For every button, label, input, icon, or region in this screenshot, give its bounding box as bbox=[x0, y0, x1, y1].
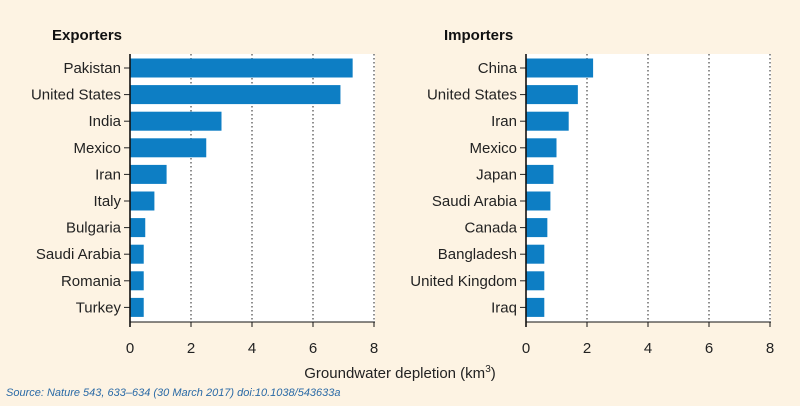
x-tick-label-4: 8 bbox=[766, 340, 774, 357]
category-label-4: Japan bbox=[476, 166, 517, 183]
bar-9 bbox=[526, 297, 545, 317]
bar-8 bbox=[130, 271, 144, 291]
bar-4 bbox=[130, 164, 167, 184]
x-tick-label-2: 4 bbox=[644, 340, 652, 357]
category-label-1: United States bbox=[427, 87, 517, 104]
category-label-8: United Kingdom bbox=[410, 273, 517, 290]
panel-title: Exporters bbox=[52, 27, 122, 44]
category-label-8: Romania bbox=[61, 273, 122, 290]
bar-7 bbox=[526, 244, 545, 264]
x-tick-label-0: 0 bbox=[126, 340, 134, 357]
category-label-4: Iran bbox=[95, 166, 121, 183]
bar-6 bbox=[526, 218, 548, 238]
bar-9 bbox=[130, 297, 144, 317]
exporters-panel: Exporters Pakistan United States India Mexic… bbox=[31, 27, 378, 357]
x-tick-label-2: 4 bbox=[248, 340, 256, 357]
category-label-9: Iraq bbox=[491, 299, 517, 316]
bar-1 bbox=[526, 85, 578, 105]
importers-panel: Importers China United States Iran Mexico Jap… bbox=[410, 27, 774, 357]
x-tick-label-0: 0 bbox=[522, 340, 530, 357]
category-label-2: Iran bbox=[491, 113, 517, 130]
category-label-7: Saudi Arabia bbox=[36, 246, 122, 263]
category-label-7: Bangladesh bbox=[438, 246, 517, 263]
x-tick-label-1: 2 bbox=[583, 340, 591, 357]
source-note: Source: Nature 543, 633–634 (30 March 20… bbox=[6, 387, 341, 399]
x-tick-label-3: 6 bbox=[705, 340, 713, 357]
bar-8 bbox=[526, 271, 545, 291]
x-tick-label-3: 6 bbox=[309, 340, 317, 357]
bar-7 bbox=[130, 244, 144, 264]
bar-5 bbox=[130, 191, 155, 211]
category-label-3: Mexico bbox=[469, 140, 517, 157]
category-label-0: Pakistan bbox=[63, 60, 121, 77]
bar-4 bbox=[526, 164, 554, 184]
bar-3 bbox=[130, 138, 207, 158]
category-label-9: Turkey bbox=[76, 299, 122, 316]
category-label-5: Saudi Arabia bbox=[432, 193, 518, 210]
category-label-5: Italy bbox=[93, 193, 121, 210]
bar-1 bbox=[130, 85, 341, 105]
bar-2 bbox=[130, 111, 222, 131]
category-label-1: United States bbox=[31, 87, 121, 104]
category-label-0: China bbox=[478, 60, 518, 77]
x-tick-label-4: 8 bbox=[370, 340, 378, 357]
bar-0 bbox=[130, 58, 353, 78]
bar-3 bbox=[526, 138, 557, 158]
bar-5 bbox=[526, 191, 551, 211]
bar-0 bbox=[526, 58, 594, 78]
bar-2 bbox=[526, 111, 569, 131]
x-axis-label: Groundwater depletion (km3) bbox=[304, 364, 496, 382]
bar-6 bbox=[130, 218, 146, 238]
category-label-6: Canada bbox=[464, 220, 517, 237]
category-label-6: Bulgaria bbox=[66, 220, 122, 237]
panel-title: Importers bbox=[444, 27, 513, 44]
x-tick-label-1: 2 bbox=[187, 340, 195, 357]
category-label-3: Mexico bbox=[73, 140, 121, 157]
category-label-2: India bbox=[88, 113, 121, 130]
